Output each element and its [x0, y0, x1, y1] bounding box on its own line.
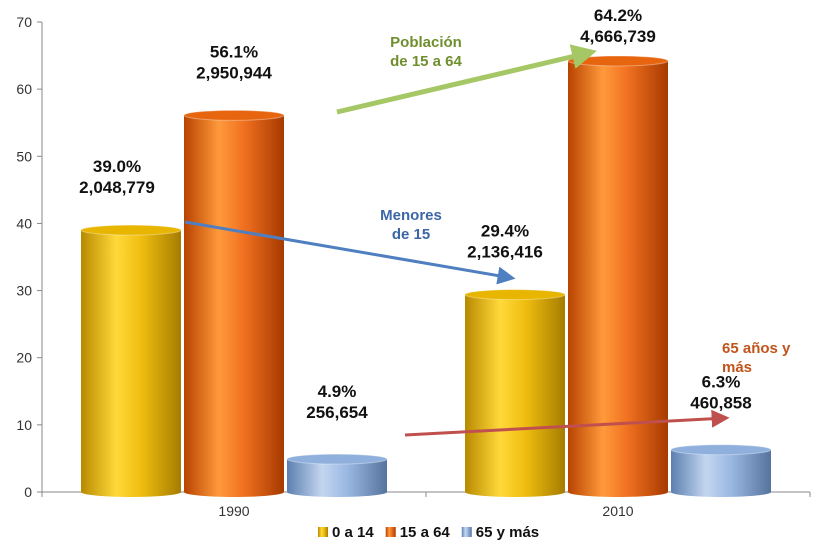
- annotation-text: 65 años y: [722, 340, 791, 357]
- y-tick-label: 70: [16, 14, 32, 30]
- arrow-0-14: [184, 220, 516, 285]
- legend-label: 0 a 14: [332, 524, 374, 541]
- bar-body: [184, 115, 284, 497]
- legend-label: 65 y más: [476, 524, 539, 541]
- data-label-abs: 4,666,739: [580, 27, 656, 46]
- legend-swatch: [461, 527, 472, 537]
- data-label-pct: 4.9%: [318, 382, 357, 401]
- data-label-abs: 256,654: [306, 403, 368, 422]
- bar-top: [670, 444, 772, 456]
- bar-body: [671, 449, 771, 497]
- x-tick-label: 2010: [602, 503, 633, 519]
- bar-top: [80, 224, 182, 236]
- bar: [286, 453, 388, 497]
- y-tick-label: 0: [24, 484, 32, 500]
- bar-top: [567, 55, 669, 67]
- data-label-abs: 2,950,944: [196, 63, 272, 82]
- bar-top: [183, 109, 285, 121]
- bar: [464, 289, 566, 497]
- legend-swatch: [318, 527, 328, 537]
- bar: [670, 444, 772, 497]
- bar-body: [568, 60, 668, 497]
- data-label-pct: 6.3%: [702, 373, 741, 392]
- bar-body: [81, 230, 181, 497]
- y-tick-label: 50: [16, 148, 32, 164]
- annotation-text: de 15 a 64: [390, 53, 462, 70]
- annotations: Población de 15 a 64 Menores de 15 65 años y…: [380, 34, 791, 376]
- bar-top: [286, 453, 388, 465]
- arrow-15-64: [336, 44, 597, 115]
- annotation-text: de 15: [392, 226, 430, 243]
- data-labels: 39.0% 2,048,779 56.1% 2,950,944 4.9% 256,654 2…: [79, 6, 752, 422]
- bar-body: [287, 459, 387, 497]
- arrow-65-plus: [404, 409, 730, 437]
- y-tick-label: 20: [16, 350, 32, 366]
- data-label-pct: 64.2%: [594, 6, 642, 25]
- x-tick-label: 1990: [218, 503, 249, 519]
- data-label-pct: 56.1%: [210, 42, 258, 61]
- bar-body: [465, 294, 565, 497]
- y-axis: 0 10 20 30 40 50 60 70: [16, 14, 43, 500]
- data-label-pct: 39.0%: [93, 157, 141, 176]
- legend: 0 a 14 15 a 64 65 y más: [318, 524, 539, 541]
- data-label-abs: 2,048,779: [79, 178, 155, 197]
- bar: [80, 224, 182, 497]
- bar-top: [464, 289, 566, 301]
- bars-group: [80, 55, 772, 497]
- bar: [183, 109, 285, 497]
- bar: [567, 55, 669, 497]
- data-label-abs: 460,858: [690, 394, 751, 413]
- data-label-abs: 2,136,416: [467, 243, 543, 262]
- y-tick-label: 40: [16, 215, 32, 231]
- y-tick-label: 60: [16, 81, 32, 97]
- trend-arrows: [184, 44, 730, 437]
- data-label-pct: 29.4%: [481, 222, 529, 241]
- y-tick-label: 30: [16, 283, 32, 299]
- y-tick-label: 10: [16, 417, 32, 433]
- legend-swatch: [385, 527, 396, 537]
- legend-label: 15 a 64: [400, 524, 451, 541]
- annotation-text: Menores: [380, 207, 442, 224]
- annotation-text: más: [722, 359, 752, 376]
- annotation-text: Población: [390, 34, 462, 51]
